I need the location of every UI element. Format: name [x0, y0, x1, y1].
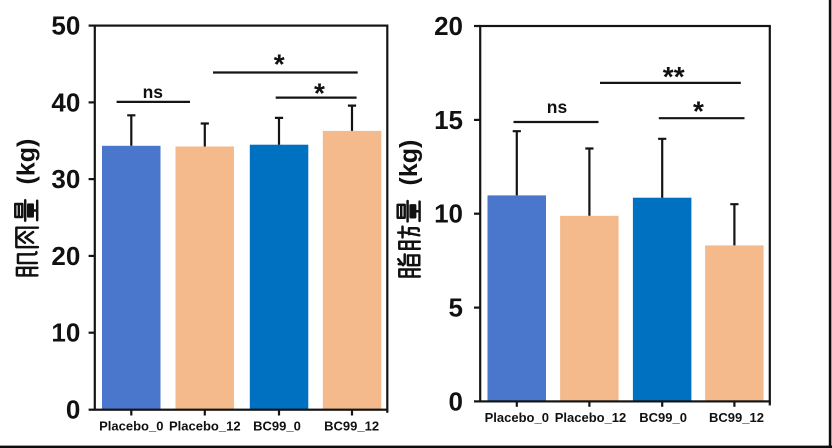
svg-text:ns: ns: [547, 97, 568, 117]
svg-text:40: 40: [51, 87, 80, 117]
svg-text:10: 10: [434, 199, 463, 229]
svg-text:BC99_12: BC99_12: [324, 419, 379, 434]
svg-text:Placebo_12: Placebo_12: [169, 419, 241, 434]
svg-text:(kg): (kg): [13, 139, 41, 185]
svg-text:15: 15: [434, 105, 463, 135]
svg-text:BC99_0: BC99_0: [639, 410, 687, 425]
svg-text:BC99_0: BC99_0: [253, 419, 301, 434]
svg-text:Placebo_12: Placebo_12: [555, 410, 627, 425]
svg-text:ns: ns: [143, 82, 164, 102]
svg-text:10: 10: [51, 318, 80, 348]
svg-text:0: 0: [449, 386, 463, 416]
svg-text:*: *: [314, 78, 325, 109]
svg-text:*: *: [693, 96, 704, 127]
svg-text:Placebo_0: Placebo_0: [485, 410, 549, 425]
svg-text:5: 5: [449, 293, 463, 323]
svg-text:**: **: [663, 61, 685, 92]
svg-text:50: 50: [51, 11, 80, 41]
svg-text:(kg): (kg): [395, 140, 423, 186]
svg-text:*: *: [274, 48, 285, 79]
svg-text:20: 20: [434, 11, 463, 41]
svg-text:20: 20: [51, 241, 80, 271]
svg-text:Placebo_0: Placebo_0: [99, 419, 163, 434]
svg-text:30: 30: [51, 164, 80, 194]
svg-text:0: 0: [66, 395, 80, 425]
svg-text:BC99_12: BC99_12: [709, 410, 764, 425]
